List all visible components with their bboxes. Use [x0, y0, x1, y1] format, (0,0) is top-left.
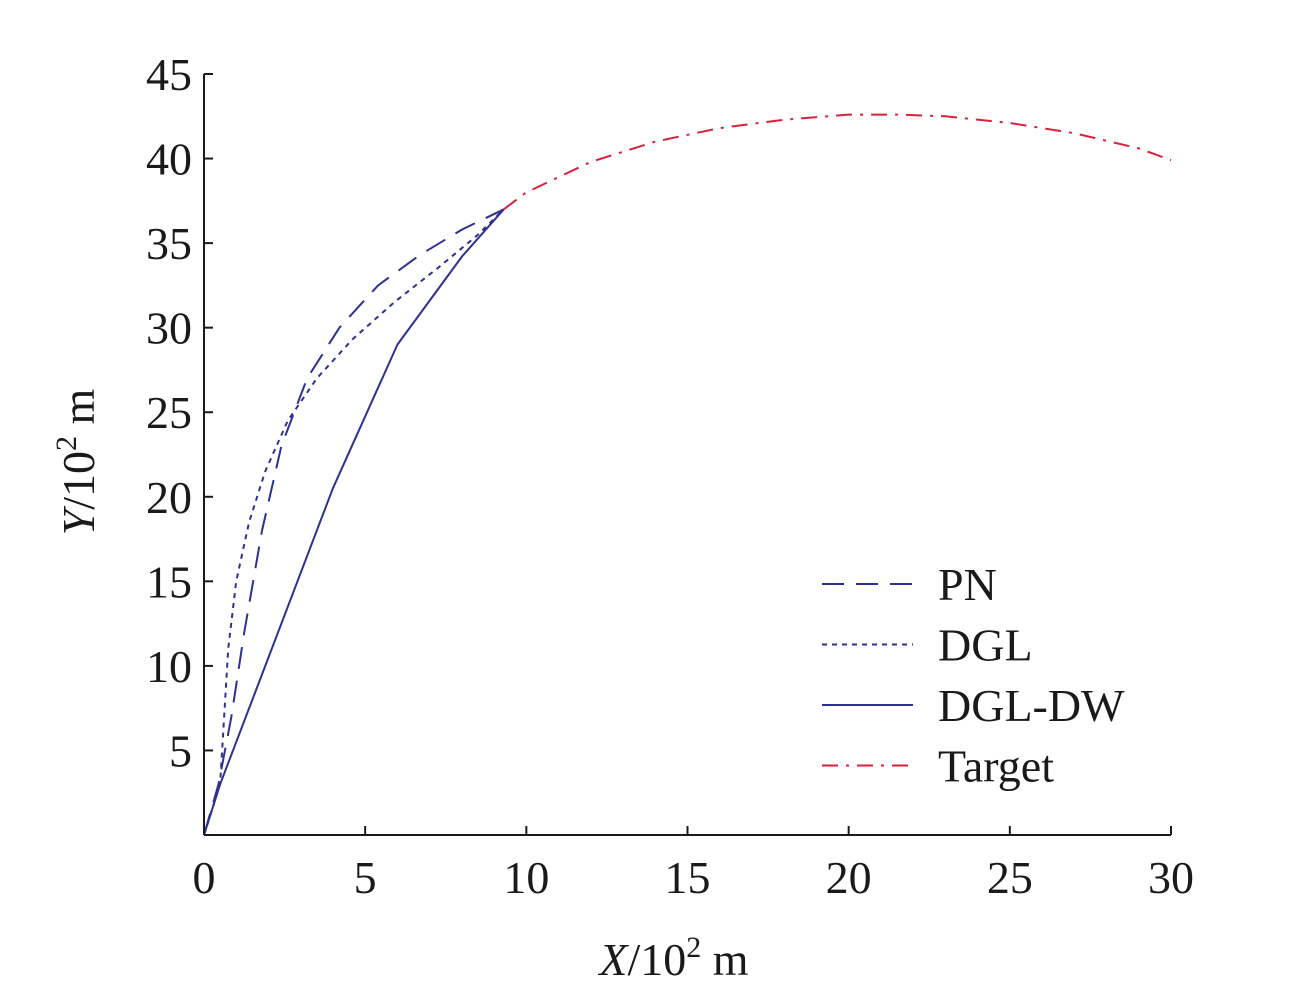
legend-label-dgl: DGL — [938, 620, 1033, 671]
x-tick-label: 20 — [826, 852, 872, 903]
legend-label-pn: PN — [938, 559, 997, 610]
x-axis-label-var: X — [597, 934, 629, 984]
y-tick-label: 30 — [146, 303, 192, 354]
y-tick-label: 10 — [146, 641, 192, 692]
x-axis-label: X/102 m — [597, 931, 748, 984]
x-tick-label: 0 — [193, 852, 216, 903]
y-tick-label: 25 — [146, 387, 192, 438]
y-axis-label-unit: m — [53, 388, 104, 436]
series-line-dgl-dw — [203, 208, 505, 836]
y-axis-label: Y/102 m — [50, 388, 104, 535]
y-axis-label-rest: /10 — [53, 451, 104, 510]
plot-lines — [203, 113, 1172, 836]
legend-label-target: Target — [938, 741, 1054, 792]
y-tick-label: 35 — [146, 218, 192, 269]
y-tick-label: 40 — [146, 134, 192, 185]
x-axis-label-unit: m — [701, 934, 749, 984]
x-tick-label: 15 — [665, 852, 711, 903]
y-tick-label: 20 — [146, 472, 192, 523]
x-tick-label: 30 — [1148, 852, 1194, 903]
series-line-pn — [203, 208, 505, 836]
legend-label-dgl-dw: DGL-DW — [938, 680, 1125, 731]
x-tick-label: 10 — [503, 852, 549, 903]
y-tick-label: 15 — [146, 556, 192, 607]
x-tick-label: 25 — [987, 852, 1033, 903]
x-axis-label-rest: /10 — [628, 934, 687, 984]
x-axis-label-sup: 2 — [686, 931, 701, 964]
series-line-target — [503, 113, 1172, 211]
y-tick-label: 45 — [146, 49, 192, 100]
y-tick-label: 5 — [169, 725, 192, 776]
legend: PN DGL DGL-DW Target — [822, 559, 1125, 792]
series-line-dgl — [203, 208, 505, 836]
y-axis-label-sup: 2 — [50, 436, 83, 451]
ticks: 0 5 10 15 20 25 30 5 10 15 20 25 30 35 40 45 — [146, 49, 1194, 903]
y-axis-label-var: Y — [53, 505, 104, 535]
x-tick-label: 5 — [354, 852, 377, 903]
